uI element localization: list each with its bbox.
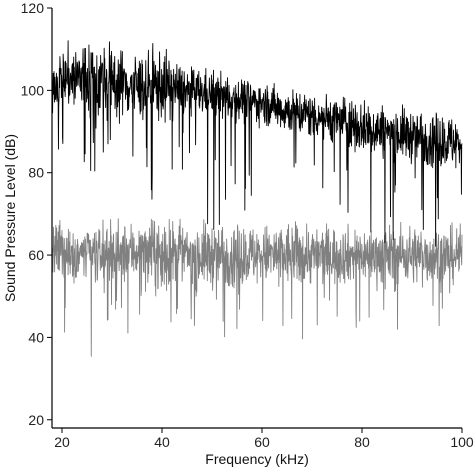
x-tick-label: 60 [254, 434, 270, 450]
y-axis-ticks: 20 40 60 80 100 120 [21, 0, 52, 428]
y-axis-title: Sound Pressure Level (dB) [2, 134, 18, 302]
x-axis-ticks: 20 40 60 80 100 [54, 428, 474, 450]
x-axis-title: Frequency (kHz) [205, 451, 308, 467]
y-tick-label: 40 [28, 329, 44, 345]
x-tick-label: 40 [154, 434, 170, 450]
x-tick-label: 80 [354, 434, 370, 450]
y-tick-label: 60 [28, 247, 44, 263]
y-tick-label: 100 [21, 82, 45, 98]
series-line-black [51, 40, 463, 247]
y-tick-label: 80 [28, 165, 44, 181]
y-tick-label: 120 [21, 0, 45, 16]
x-tick-label: 100 [450, 434, 474, 450]
series-layer [51, 40, 463, 357]
y-tick-label: 20 [28, 412, 44, 428]
series-line-grey [51, 218, 463, 357]
x-tick-label: 20 [54, 434, 70, 450]
